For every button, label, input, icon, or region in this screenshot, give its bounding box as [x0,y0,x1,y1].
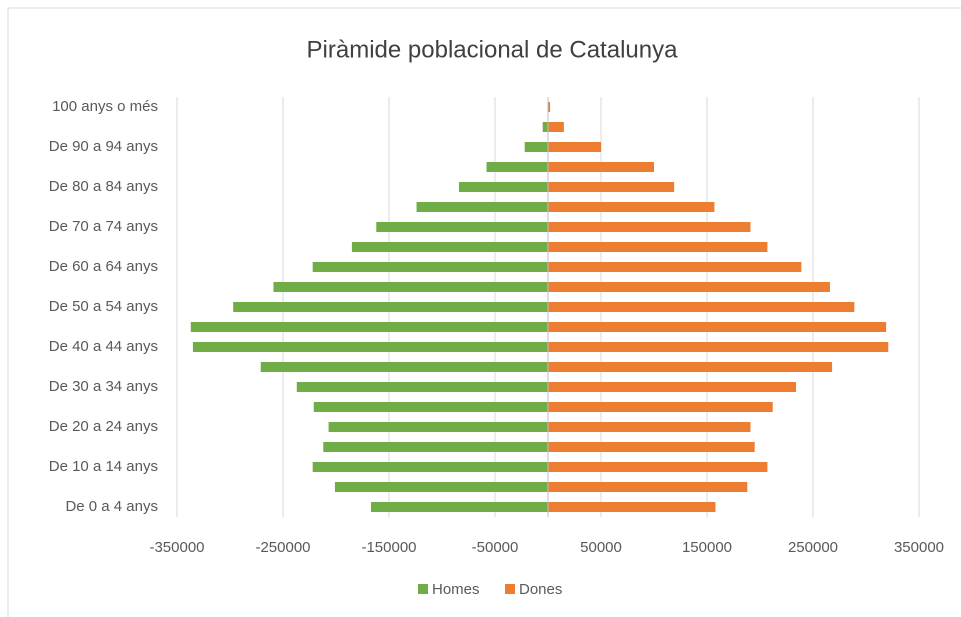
bar [370,502,548,512]
bar [548,282,830,292]
bar [296,382,548,392]
bar [416,202,548,212]
bar [548,482,748,492]
y-tick-label: De 80 a 84 anys [49,178,158,195]
chart-frame [7,7,961,617]
bar [548,362,833,372]
bar [548,442,755,452]
bar [260,362,548,372]
bar [192,342,548,352]
y-tick-label: De 20 a 24 anys [49,418,158,435]
y-tick-label: De 10 a 14 anys [49,458,158,475]
x-tick-label: -350000 [149,539,204,556]
bar [548,502,716,512]
bar [458,182,548,192]
y-tick-label: De 40 a 44 anys [49,338,158,355]
bar [273,282,548,292]
bar [548,242,768,252]
bar [548,202,715,212]
bar [376,222,548,232]
bar [548,122,564,132]
bar [328,422,548,432]
bar [548,182,675,192]
bar [323,442,548,452]
y-tick-label: De 70 a 74 anys [49,218,158,235]
bar [548,462,768,472]
y-tick-label: De 60 a 64 anys [49,258,158,275]
bar [351,242,548,252]
y-tick-label: De 50 a 54 anys [49,298,158,315]
bar [548,162,654,172]
y-tick-label: 100 anys o més [52,98,158,115]
x-tick-label: -250000 [255,539,310,556]
bar [548,302,855,312]
bar [312,262,548,272]
bar [524,142,548,152]
y-tick-label: De 90 a 94 anys [49,138,158,155]
x-tick-label: 50000 [580,539,622,556]
bar [548,102,551,112]
bar [548,422,751,432]
chart-title: Piràmide poblacional de Catalunya [307,36,679,63]
y-tick-label: De 0 a 4 anys [65,498,158,515]
bar [312,462,548,472]
bar [233,302,548,312]
x-tick-label: 250000 [788,539,838,556]
legend-swatch [418,584,428,594]
bar [313,402,548,412]
x-tick-label: -150000 [361,539,416,556]
legend-swatch [505,584,515,594]
bar [542,122,548,132]
legend-label: Homes [432,581,480,598]
bar [548,142,601,152]
bar [190,322,548,332]
bar [548,402,773,412]
bar [548,262,802,272]
y-tick-label: De 30 a 34 anys [49,378,158,395]
legend-label: Dones [519,581,562,598]
bar [548,222,751,232]
x-tick-label: 350000 [894,539,944,556]
bar [548,342,889,352]
x-tick-label: -50000 [472,539,519,556]
bar [334,482,548,492]
x-tick-label: 150000 [682,539,732,556]
bar [548,382,797,392]
bar [548,322,887,332]
bar [486,162,548,172]
